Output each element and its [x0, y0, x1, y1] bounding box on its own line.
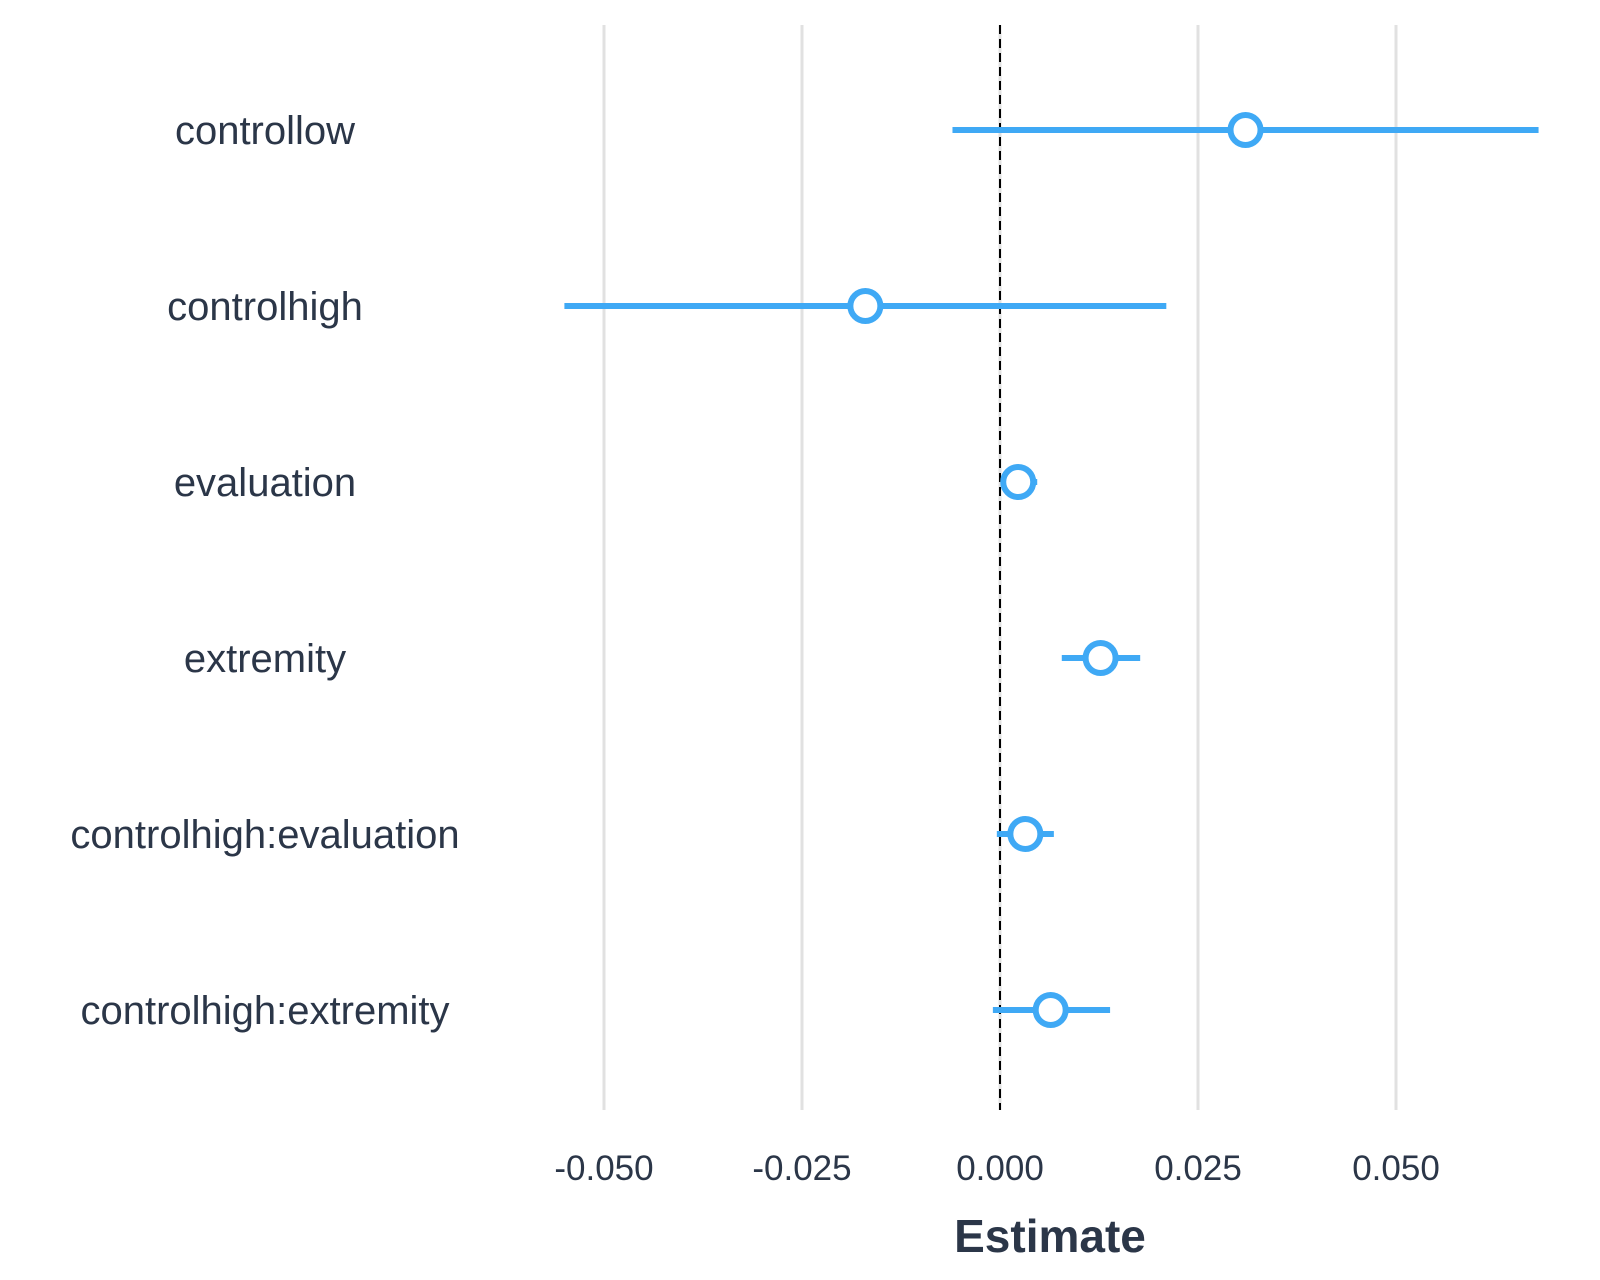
point-estimate	[1007, 816, 1044, 852]
x-tick-label: -0.050	[554, 1149, 653, 1188]
point-estimate	[1082, 640, 1119, 676]
x-tick-label: 0.000	[956, 1149, 1044, 1188]
point-estimate	[1227, 112, 1264, 148]
x-tick-label: -0.025	[752, 1149, 851, 1188]
coefficient-marks	[564, 112, 1539, 1028]
point-estimate	[847, 288, 884, 324]
term-label: controlhigh	[167, 285, 363, 329]
term-label: extremity	[184, 637, 346, 681]
term-label: controllow	[175, 109, 355, 153]
term-label: controlhigh:evaluation	[70, 813, 459, 857]
x-tick-label: 0.025	[1154, 1149, 1242, 1188]
x-tick-labels: -0.050 -0.025 0.000 0.025 0.050	[554, 1149, 1439, 1188]
x-tick-label: 0.050	[1352, 1149, 1440, 1188]
point-estimate	[1000, 464, 1037, 500]
point-estimate	[1032, 992, 1069, 1028]
term-label: evaluation	[174, 461, 356, 505]
grid-lines	[602, 25, 1398, 1110]
term-label: controlhigh:extremity	[80, 989, 449, 1033]
x-axis-title: Estimate	[954, 1210, 1146, 1262]
term-labels: controllow controlhigh evaluation extremity…	[70, 109, 459, 1033]
